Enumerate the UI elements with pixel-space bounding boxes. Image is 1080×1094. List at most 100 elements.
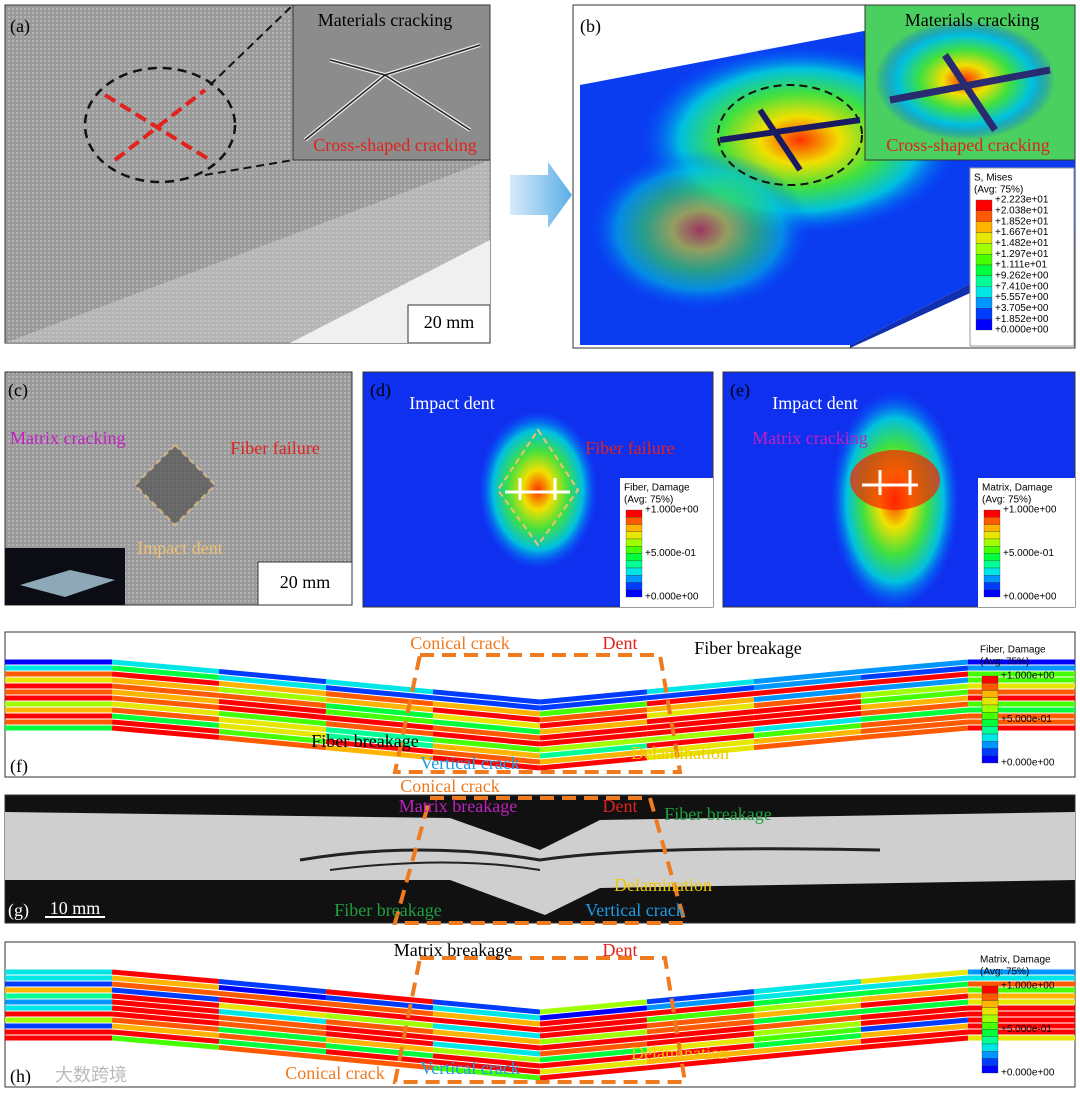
color-bar bbox=[981, 985, 999, 994]
annotation: Matrix breakage bbox=[394, 940, 512, 960]
ply bbox=[325, 1001, 434, 1017]
legend-subtitle: (Avg: 75%) bbox=[980, 657, 1029, 668]
ply bbox=[753, 1020, 862, 1037]
ply bbox=[753, 680, 862, 697]
ct-laminate bbox=[5, 812, 1075, 915]
legend-subtitle: (Avg: 75%) bbox=[980, 967, 1029, 978]
ply bbox=[753, 704, 862, 721]
ply bbox=[325, 1055, 434, 1071]
ply bbox=[218, 680, 327, 697]
annotation: Materials cracking bbox=[318, 10, 452, 30]
ply bbox=[432, 1053, 541, 1069]
color-bar bbox=[981, 1014, 999, 1023]
ply bbox=[860, 677, 969, 692]
annotation: Dent bbox=[603, 940, 638, 960]
ply bbox=[860, 1011, 969, 1026]
annotation: Materials cracking bbox=[905, 10, 1039, 30]
ply bbox=[432, 749, 541, 765]
ply bbox=[325, 703, 434, 719]
ply bbox=[860, 701, 969, 716]
ply bbox=[325, 721, 434, 737]
ply bbox=[646, 1001, 755, 1017]
ply bbox=[539, 713, 648, 729]
annotation: Fiber breakage bbox=[334, 900, 441, 920]
ply bbox=[646, 1019, 755, 1035]
laminate-f bbox=[5, 659, 1075, 771]
color-bar bbox=[981, 755, 999, 764]
ply bbox=[218, 1002, 327, 1019]
ply bbox=[646, 703, 755, 719]
ply bbox=[111, 969, 220, 984]
legend-label: +5.000e-01 bbox=[1003, 548, 1054, 559]
ply bbox=[753, 1038, 862, 1055]
ply bbox=[646, 1025, 755, 1041]
color-bar bbox=[983, 538, 1001, 547]
ply bbox=[646, 715, 755, 731]
ply bbox=[539, 1029, 648, 1045]
legend-label: +1.482e+01 bbox=[995, 238, 1049, 249]
ply bbox=[860, 981, 969, 996]
ply bbox=[218, 722, 327, 739]
annotation: Vertical crack bbox=[420, 1058, 519, 1078]
ply bbox=[111, 665, 220, 680]
ply bbox=[753, 1002, 862, 1019]
legend-label: +1.000e+00 bbox=[1001, 981, 1055, 992]
laminate-h bbox=[5, 969, 1075, 1081]
ply bbox=[218, 674, 327, 691]
color-bar bbox=[625, 517, 643, 525]
color-bar bbox=[981, 1043, 999, 1052]
ply bbox=[860, 671, 969, 686]
ply bbox=[753, 1008, 862, 1025]
ply bbox=[111, 1017, 220, 1032]
ply bbox=[218, 716, 327, 733]
ply bbox=[111, 695, 220, 710]
color-bar bbox=[983, 546, 1001, 554]
ply bbox=[646, 721, 755, 737]
annotation: Delamination bbox=[631, 743, 729, 763]
annotation: Matrix cracking bbox=[752, 428, 867, 448]
ply bbox=[218, 686, 327, 703]
annotation: Fiber breakage bbox=[694, 638, 801, 658]
color-bar bbox=[983, 553, 1001, 561]
annotation: Fiber breakage bbox=[664, 804, 771, 824]
arrow bbox=[510, 162, 572, 228]
ply bbox=[325, 1043, 434, 1059]
legend-subtitle: (Avg: 75%) bbox=[974, 185, 1023, 196]
ply bbox=[111, 1005, 220, 1020]
ply bbox=[539, 1011, 648, 1027]
panel-label: (f) bbox=[10, 756, 28, 777]
color-bar bbox=[625, 538, 643, 547]
ply bbox=[753, 1032, 862, 1049]
ply bbox=[432, 707, 541, 723]
ply bbox=[753, 984, 862, 1001]
annotation: Cross-shaped cracking bbox=[886, 135, 1049, 155]
color-bar bbox=[975, 264, 993, 276]
ply bbox=[111, 677, 220, 692]
ply bbox=[111, 1011, 220, 1026]
ply bbox=[325, 1031, 434, 1047]
annotation: Impact dent bbox=[137, 538, 222, 558]
ply bbox=[218, 1008, 327, 1025]
ply bbox=[646, 1013, 755, 1029]
ply bbox=[111, 725, 220, 740]
legend-label: +1.000e+00 bbox=[1001, 671, 1055, 682]
ply bbox=[539, 1005, 648, 1021]
panel-c bbox=[4, 371, 353, 606]
ply bbox=[646, 995, 755, 1011]
color-bar bbox=[981, 1022, 999, 1030]
legend-label: +0.000e+00 bbox=[1001, 1068, 1055, 1079]
color-bar bbox=[981, 741, 999, 749]
ply bbox=[753, 716, 862, 733]
color-bar bbox=[625, 546, 643, 554]
ply bbox=[432, 719, 541, 735]
ply bbox=[111, 713, 220, 728]
ply bbox=[539, 707, 648, 723]
annotation: Conical crack bbox=[285, 1063, 384, 1083]
panel-label: (c) bbox=[8, 380, 28, 401]
annotation: Matrix breakage bbox=[399, 796, 517, 816]
color-bar bbox=[983, 567, 1001, 576]
color-bar bbox=[625, 560, 643, 569]
legend-label: +9.262e+00 bbox=[995, 270, 1049, 281]
ply bbox=[218, 1038, 327, 1055]
legend-label: +0.000e+00 bbox=[995, 325, 1049, 336]
